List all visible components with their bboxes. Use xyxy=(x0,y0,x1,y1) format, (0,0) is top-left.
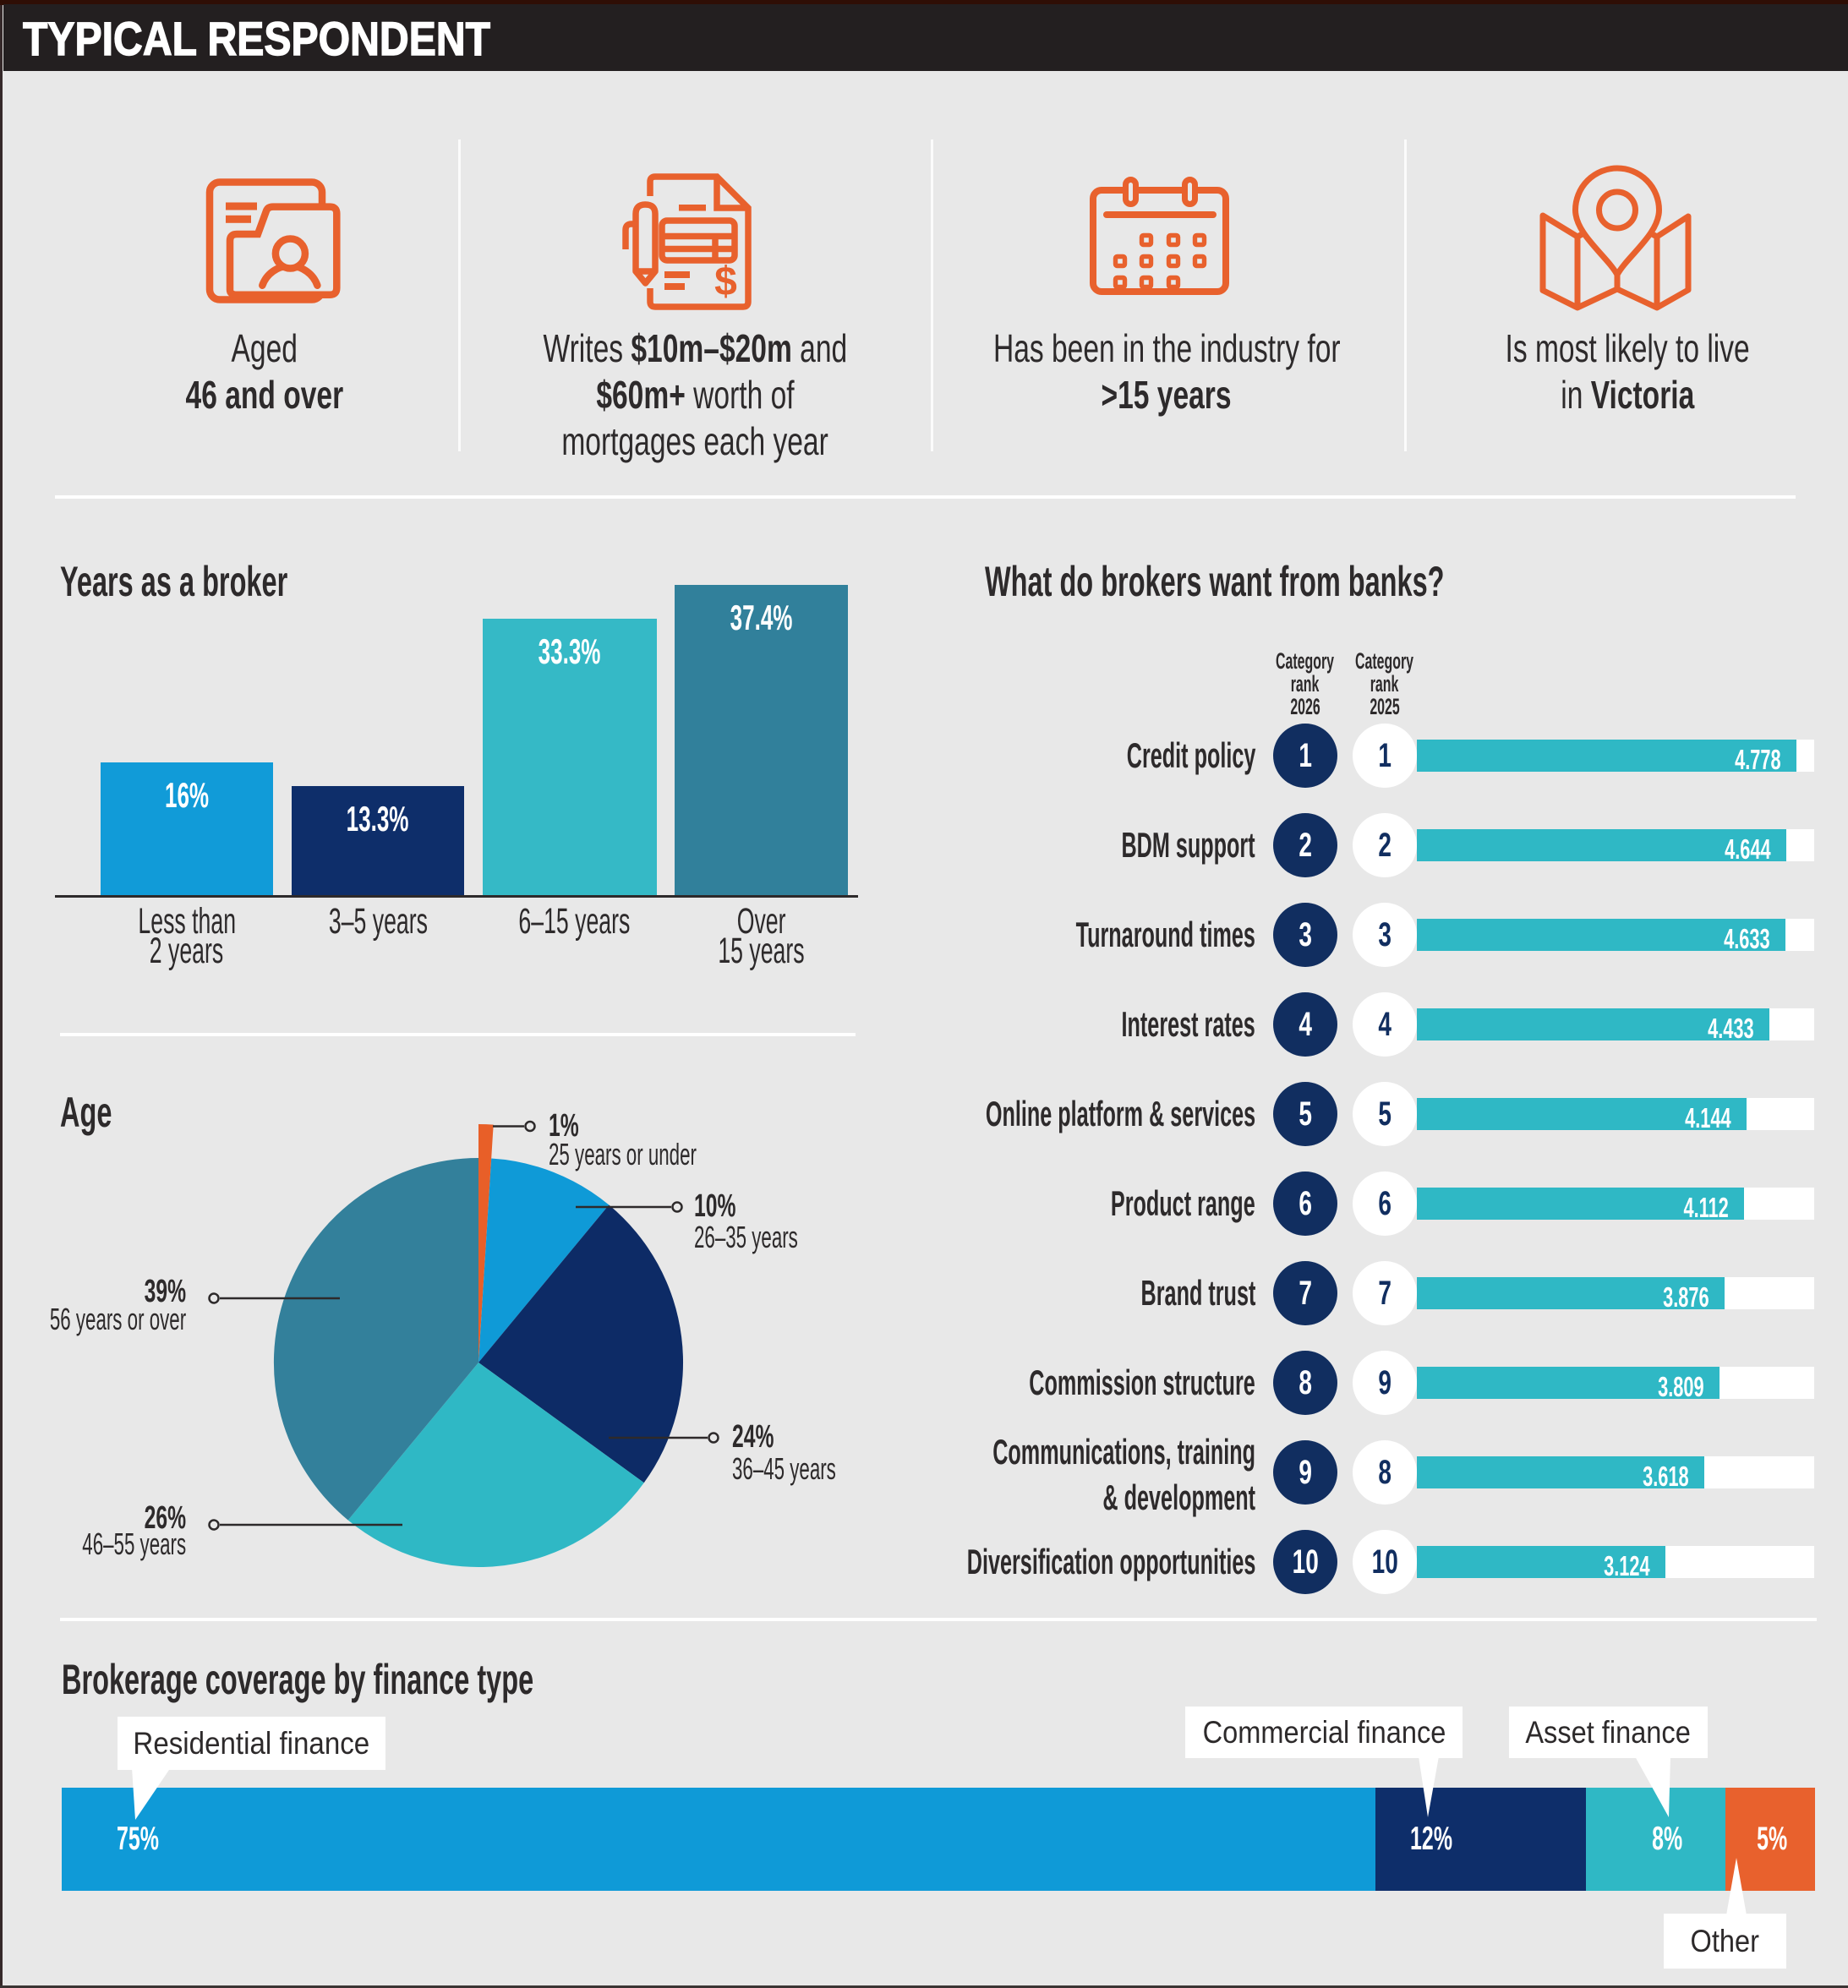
svg-text:$: $ xyxy=(714,259,737,304)
